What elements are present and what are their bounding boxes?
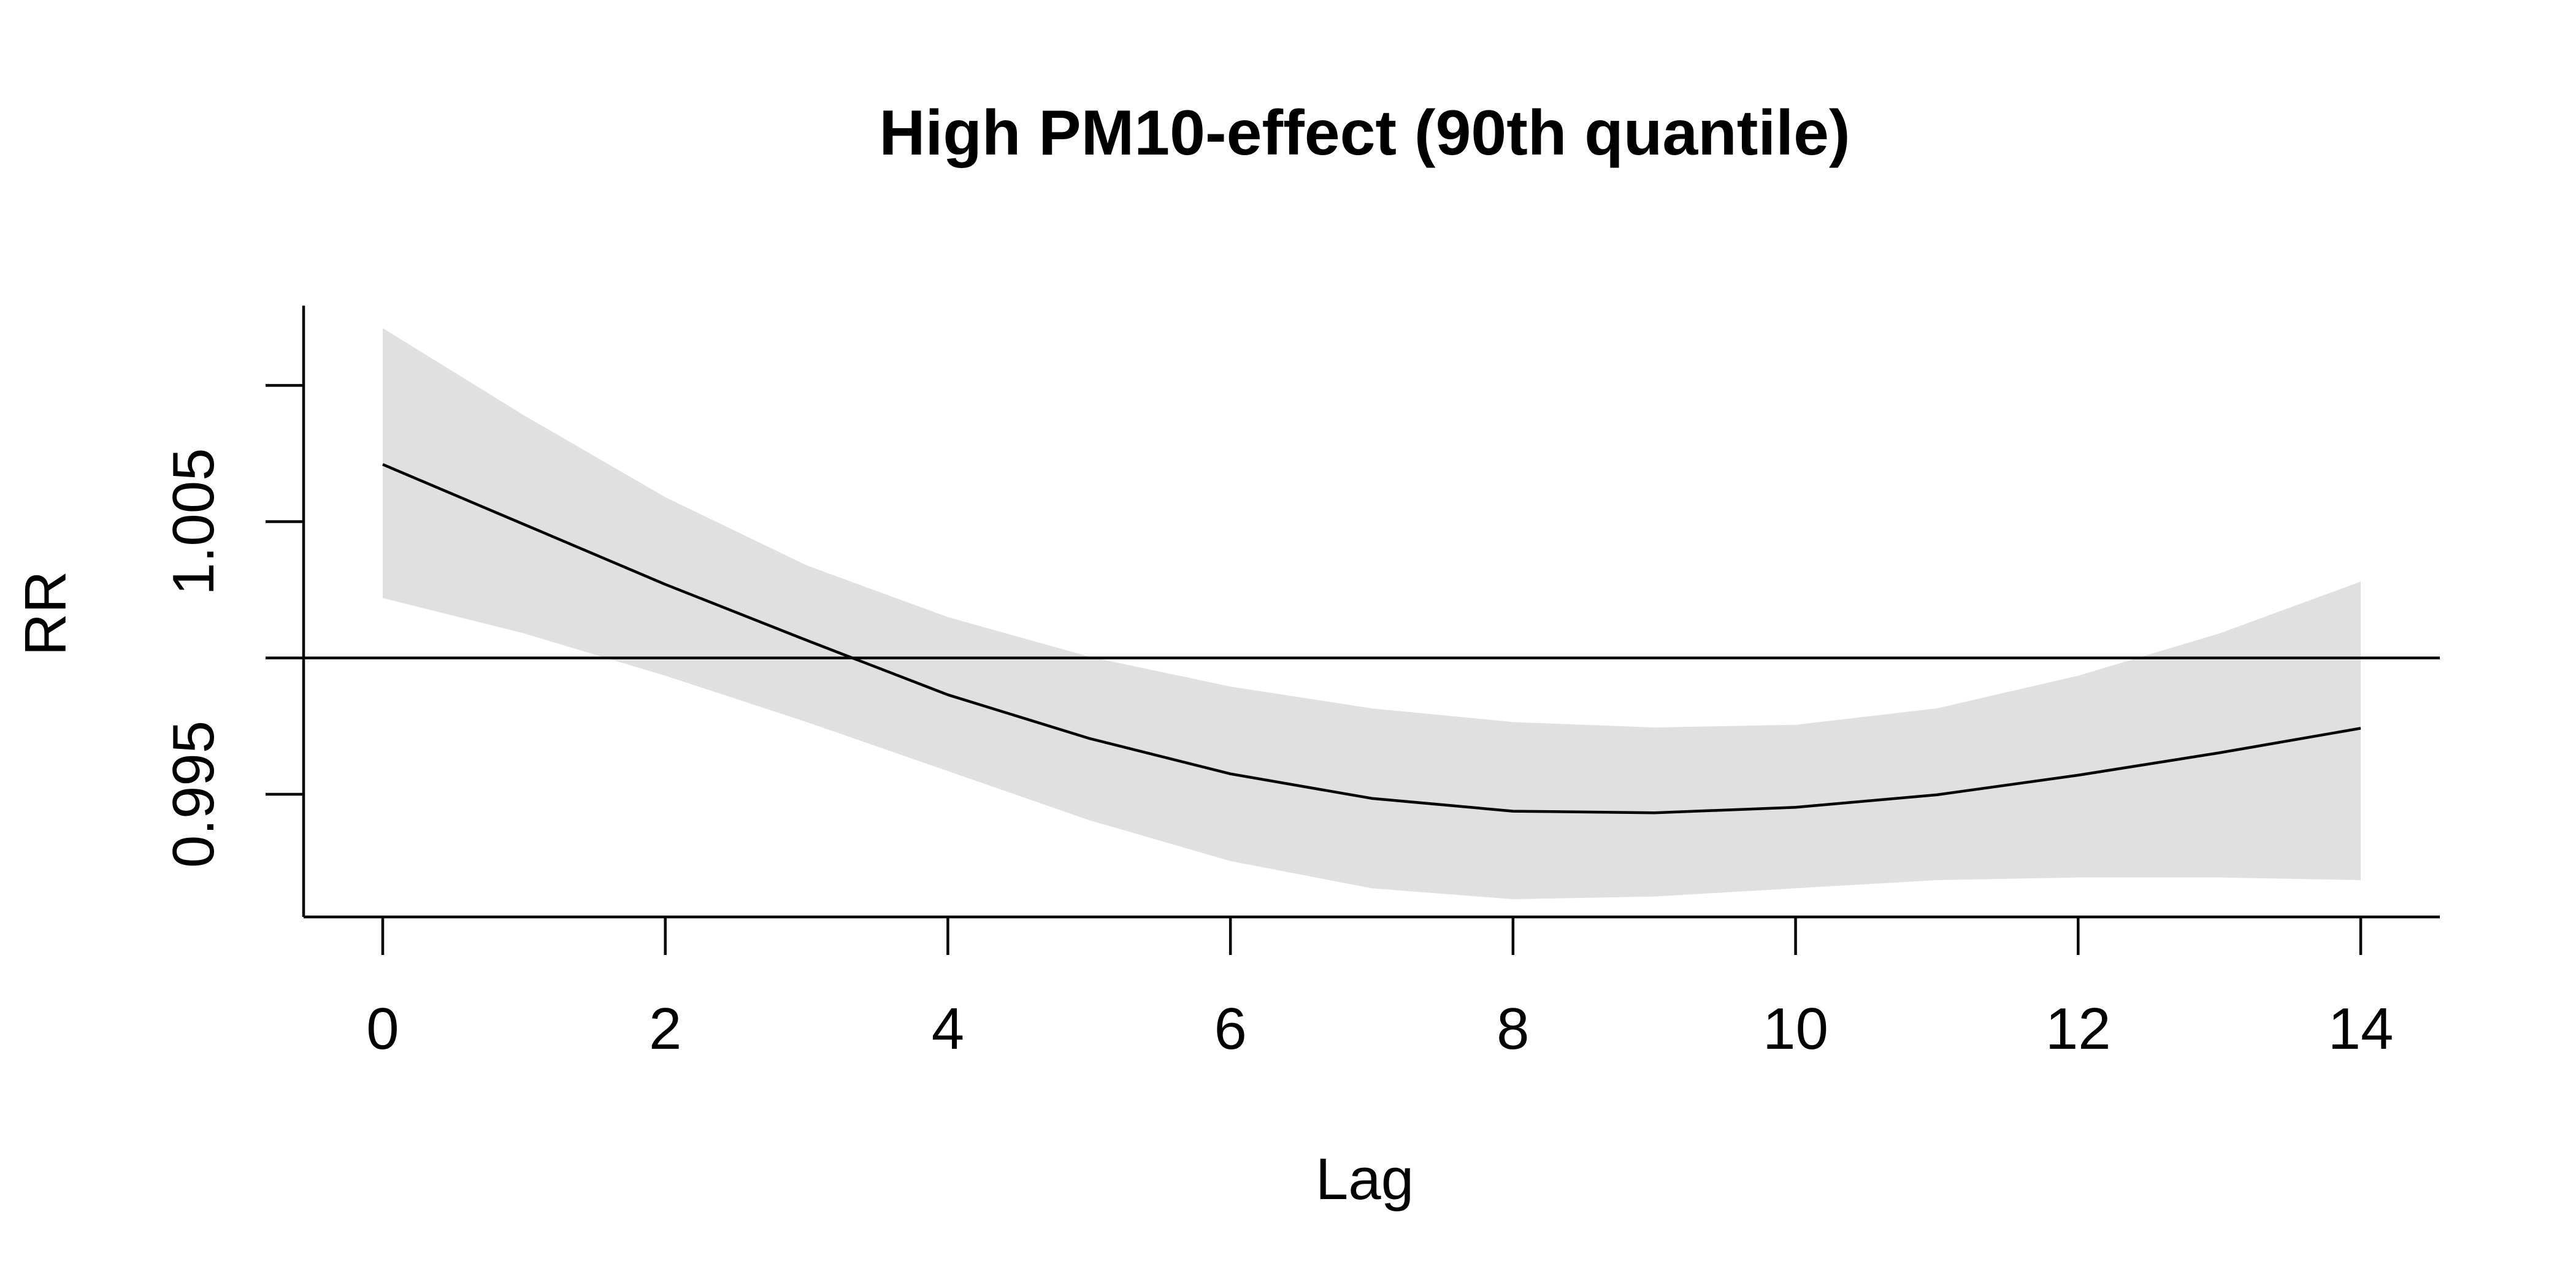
x-tick-label: 0: [366, 996, 399, 1062]
x-tick-label: 6: [1214, 996, 1246, 1062]
x-tick-label: 4: [932, 996, 964, 1062]
confidence-band: [383, 328, 2361, 900]
estimate-line: [382, 463, 2361, 815]
y-axis-label: RR: [13, 571, 79, 656]
x-tick-label: 8: [1497, 996, 1529, 1062]
x-tick-label: 14: [2328, 996, 2394, 1062]
x-tick-label: 2: [649, 996, 681, 1062]
x-axis-label: Lag: [1316, 1146, 1414, 1212]
y-tick-label: 0.995: [161, 721, 226, 868]
estimate-line-layer: [382, 463, 2361, 815]
confidence-band-layer: [383, 328, 2361, 900]
x-tick-label: 10: [1763, 996, 1828, 1062]
chart-title: High PM10-effect (90th quantile): [879, 98, 1850, 169]
axes: 0 2 4 6 8 10 12 14 0.995 1.005: [161, 305, 2440, 1062]
x-tick-label: 12: [2045, 996, 2111, 1062]
y-tick-label: 1.005: [161, 448, 226, 595]
